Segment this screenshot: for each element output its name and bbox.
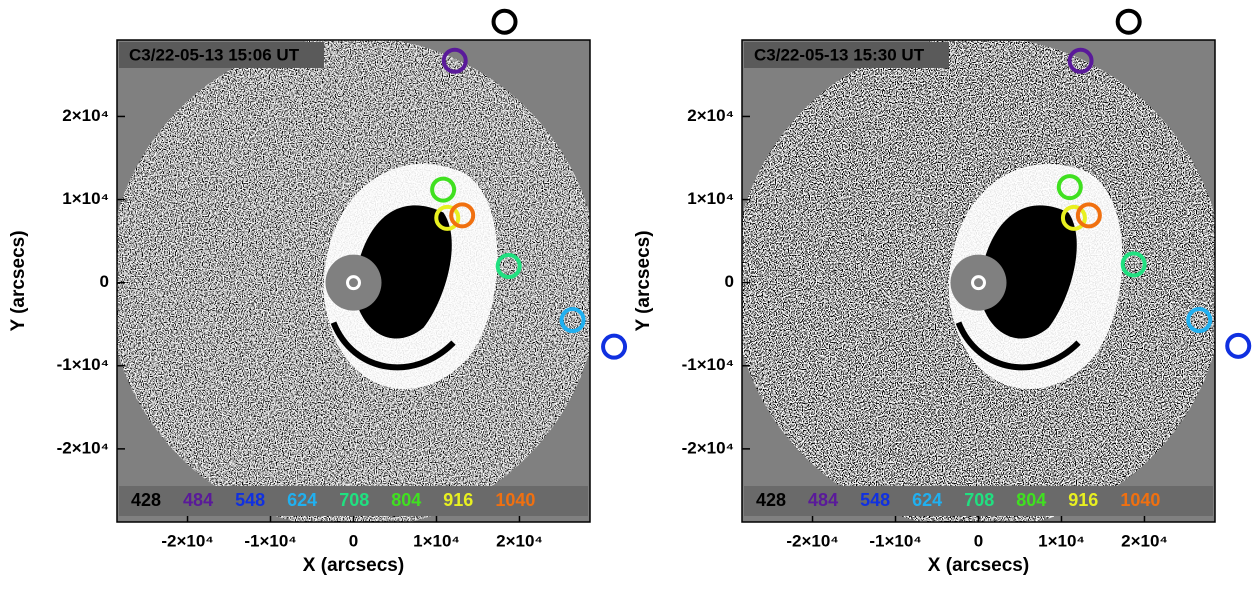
title-background (119, 42, 324, 68)
panel-title: C3/22-05-13 15:06 UT (129, 45, 300, 64)
marker (1056, 174, 1083, 201)
x-tick-label: 0 (349, 531, 358, 550)
marker (1120, 251, 1147, 278)
y-tick-label: 2×10⁴ (62, 106, 109, 125)
marker (1060, 204, 1087, 231)
cme-loop (955, 321, 1081, 371)
y-tick-label: 1×10⁴ (62, 189, 109, 208)
legend-label: 804 (1016, 490, 1046, 510)
y-tick-label: -1×10⁴ (682, 355, 734, 374)
cme-loop (330, 321, 456, 371)
legend-label: 548 (235, 490, 265, 510)
marker (1075, 202, 1102, 229)
x-axis-label: X (arcsecs) (303, 555, 404, 576)
occulter (950, 254, 1007, 311)
panel-title: C3/22-05-13 15:30 UT (754, 45, 925, 64)
legend-label: 916 (443, 490, 473, 510)
x-axis-label: X (arcsecs) (928, 555, 1029, 576)
legend-label: 624 (912, 490, 942, 510)
legend-label: 804 (391, 490, 421, 510)
x-tick-label: 1×10⁴ (413, 531, 460, 550)
x-tick-label: 1×10⁴ (1038, 531, 1085, 550)
x-tick-label: 2×10⁴ (1121, 531, 1168, 550)
sun-marker (346, 275, 361, 291)
title-background (744, 42, 949, 68)
x-tick-label: -2×10⁴ (786, 531, 838, 550)
y-tick-label: -1×10⁴ (57, 355, 109, 374)
legend-label: 548 (860, 490, 890, 510)
legend-label: 1040 (1120, 490, 1160, 510)
marker (601, 333, 628, 360)
legend-label: 484 (808, 490, 838, 510)
marker (1186, 307, 1213, 334)
marker (491, 8, 518, 35)
panel: C3/22-05-13 15:06 UT -2×10⁴ -1×10⁴ 0 1×10⁴ 2×… (8, 8, 628, 576)
occulter (325, 254, 382, 311)
marker (441, 47, 468, 74)
panel: C3/22-05-13 15:30 UT -2×10⁴ -1×10⁴ 0 1×10⁴ 2×… (633, 8, 1252, 576)
y-axis-label: Y (arcsecs) (8, 230, 29, 331)
y-tick-label: 0 (100, 272, 109, 291)
legend-label: 428 (756, 490, 786, 510)
y-tick-label: 0 (725, 272, 734, 291)
legend-label: 916 (1068, 490, 1098, 510)
legend-label: 624 (287, 490, 317, 510)
x-tick-label: 0 (974, 531, 983, 550)
y-tick-label: 2×10⁴ (687, 106, 734, 125)
marker (495, 253, 522, 280)
marker (449, 202, 476, 229)
legend-label: 484 (183, 490, 213, 510)
marker (559, 307, 586, 334)
cme-core (353, 205, 452, 339)
y-axis-label: Y (arcsecs) (633, 230, 654, 331)
legend-background (119, 486, 588, 516)
x-tick-label: 2×10⁴ (496, 531, 543, 550)
marker (1067, 47, 1094, 74)
sun-marker (971, 275, 986, 291)
marker (434, 204, 461, 231)
marker (430, 176, 457, 203)
y-tick-label: -2×10⁴ (57, 438, 109, 457)
marker (1115, 8, 1142, 35)
legend-label: 708 (964, 490, 994, 510)
marker (1225, 332, 1252, 359)
x-tick-label: -2×10⁴ (161, 531, 213, 550)
y-tick-label: 1×10⁴ (687, 189, 734, 208)
legend-label: 428 (131, 490, 161, 510)
x-tick-label: -1×10⁴ (869, 531, 921, 550)
cme-core (978, 205, 1077, 339)
legend-background (744, 486, 1213, 516)
legend-label: 1040 (495, 490, 535, 510)
x-tick-label: -1×10⁴ (244, 531, 296, 550)
legend-label: 708 (339, 490, 369, 510)
y-tick-label: -2×10⁴ (682, 438, 734, 457)
